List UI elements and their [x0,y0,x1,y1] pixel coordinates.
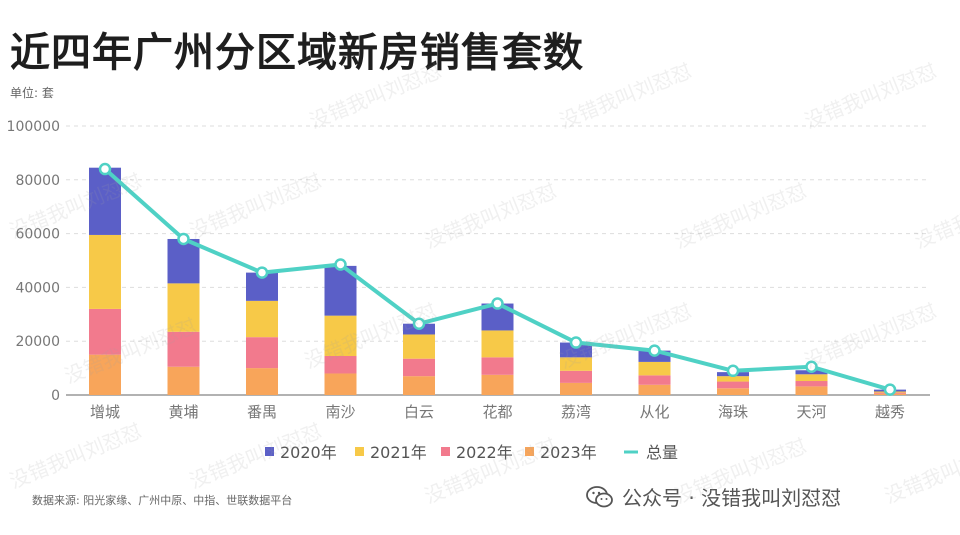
legend-swatch [525,447,534,456]
y-tick-label: 0 [51,388,60,404]
total-point [569,336,583,349]
bar-segment [246,337,278,369]
bar-segment [560,357,592,371]
x-tick-label: 天河 [796,403,826,421]
bar-segment [481,374,514,395]
bar-segment [89,354,121,395]
total-point [177,232,190,246]
bar-segment [246,300,278,338]
account-name: 公众号 · 没错我叫刘怼怼 [622,486,842,510]
bar-segment [167,238,200,284]
bar-segment [717,376,749,382]
chart-title: 近四年广州分区域新房销售套数 [10,30,584,76]
total-point [726,364,740,378]
legend-label: 2023年 [540,443,597,462]
bar-segment [89,234,121,309]
legend-swatch [355,447,364,456]
bar-segment [560,370,592,383]
total-point [883,383,897,396]
legend-label: 总量 [646,443,678,462]
bar-segment [167,283,200,332]
x-tick-label: 黄埔 [168,403,198,421]
bar-segment [481,330,514,358]
bar-segment [560,342,592,358]
bar-segment [324,355,357,374]
legend-swatch [265,447,274,456]
x-tick-label: 荔湾 [561,403,591,421]
legend-swatch [441,447,450,456]
total-point [98,162,112,176]
total-point [334,258,347,271]
x-tick-label: 白云 [404,403,434,421]
bar-segment [167,331,200,367]
y-tick-label: 80000 [15,173,60,189]
bar-segment [324,373,357,395]
legend-label: 2020年 [280,443,337,462]
total-point [648,344,661,357]
x-tick-label: 番禺 [247,403,277,421]
x-tick-label: 从化 [639,403,669,421]
bar-segment [638,384,671,395]
bar-segment [717,381,749,389]
bar-segment [481,357,514,375]
legend-label: 2021年 [370,443,427,462]
x-tick-label: 南沙 [325,403,355,421]
bar-segment [638,375,671,385]
total-point [255,266,269,279]
data-source-note: 数据来源: 阳光家缘、广州中原、中指、世联数据平台 [32,494,293,507]
bar-segment [246,368,278,395]
total-point [412,317,426,330]
bar-segment [403,376,435,395]
wechat-icon [586,485,613,507]
total-point [491,297,504,310]
y-tick-label: 20000 [15,334,60,350]
bar-segment [89,308,121,355]
bar-segment [403,334,435,359]
bar-segment [324,315,357,356]
bar-segment [795,386,828,395]
total-point [805,360,818,374]
bar-segment [167,366,200,395]
y-tick-label: 60000 [15,227,60,243]
bar-segment [795,381,828,387]
bar-segment [717,388,749,395]
bar-segment [638,361,671,376]
bar-segment [560,382,592,395]
x-tick-label: 海珠 [718,403,748,421]
bar-segment [795,374,828,382]
x-tick-label: 越秀 [875,403,905,421]
y-tick-label: 100000 [7,119,60,135]
x-tick-label: 花都 [482,403,512,421]
account-signature: 公众号 · 没错我叫刘怼怼 [586,482,841,511]
x-tick-label: 增城 [90,403,120,421]
y-tick-label: 40000 [15,280,60,296]
y-unit-label: 单位: 套 [10,86,54,100]
bar-segment [403,358,435,377]
legend-label: 2022年 [456,443,513,462]
